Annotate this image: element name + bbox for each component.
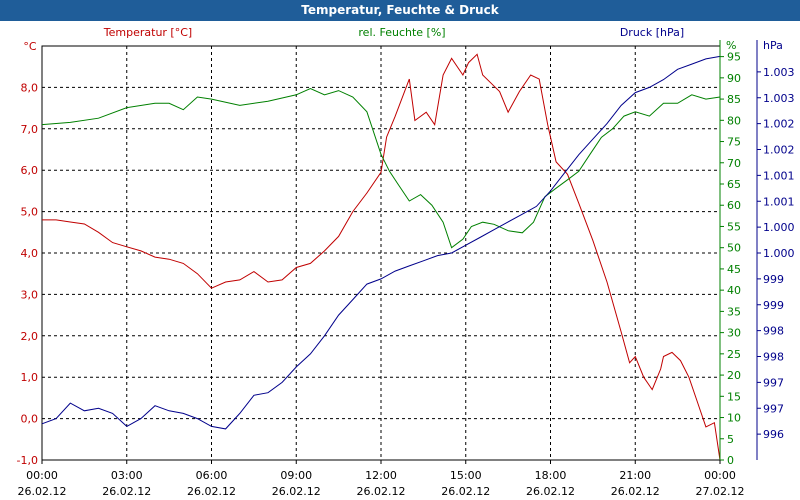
pressure-tick-label: 999 xyxy=(763,299,784,312)
humidity-tick-label: 75 xyxy=(727,136,741,149)
grid xyxy=(42,46,720,460)
pressure-tick-label: 997 xyxy=(763,402,784,415)
humidity-tick-label: 85 xyxy=(727,93,741,106)
chart-title: Temperatur, Feuchte & Druck xyxy=(0,0,800,21)
pressure-tick-label: 998 xyxy=(763,325,784,338)
time-tick-label: 18:00 xyxy=(535,469,567,482)
date-tick-label: 26.02.12 xyxy=(187,485,236,498)
temperature-tick-label: 8,0 xyxy=(21,81,39,94)
time-tick-label: 03:00 xyxy=(111,469,143,482)
humidity-series-line xyxy=(41,87,721,249)
time-tick-label: 00:00 xyxy=(704,469,736,482)
time-tick-label: 06:00 xyxy=(196,469,228,482)
humidity-tick-label: 60 xyxy=(727,199,741,212)
pressure-tick-label: 1.003 xyxy=(763,92,795,105)
date-tick-label: 26.02.12 xyxy=(357,485,406,498)
date-tick-label: 26.02.12 xyxy=(611,485,660,498)
date-tick-label: 26.02.12 xyxy=(441,485,490,498)
legend-pressure: Druck [hPa] xyxy=(620,26,684,39)
temperature-tick-label: 1,0 xyxy=(21,371,39,384)
time-tick-label: 09:00 xyxy=(280,469,312,482)
pressure-tick-label: 999 xyxy=(763,273,784,286)
pressure-tick-label: 1.002 xyxy=(763,144,795,157)
time-tick-label: 15:00 xyxy=(450,469,482,482)
humidity-tick-label: 35 xyxy=(727,305,741,318)
time-tick-label: 12:00 xyxy=(365,469,397,482)
humidity-tick-label: 55 xyxy=(727,220,741,233)
temperature-tick-label: 3,0 xyxy=(21,288,39,301)
date-tick-label: 26.02.12 xyxy=(526,485,575,498)
series-layer xyxy=(41,53,721,461)
date-tick-label: 26.02.12 xyxy=(102,485,151,498)
humidity-axis: 0 5 10 15 20 25 30 35 40 45 50 55 60 65 70 75 80 85 90 95% xyxy=(720,39,741,467)
pressure-tick-label: 1.002 xyxy=(763,118,795,131)
temperature-unit-label: °C xyxy=(23,40,37,53)
pressure-tick-label: 1.001 xyxy=(763,195,795,208)
humidity-tick-label: 5 xyxy=(727,433,734,446)
time-tick-label: 21:00 xyxy=(619,469,651,482)
humidity-tick-label: 65 xyxy=(727,178,741,191)
humidity-tick-label: 45 xyxy=(727,263,741,276)
date-tick-label: 26.02.12 xyxy=(272,485,321,498)
pressure-tick-label: 1.000 xyxy=(763,247,795,260)
temperature-tick-label: 2,0 xyxy=(21,330,39,343)
humidity-tick-label: 70 xyxy=(727,157,741,170)
legend-temperature: Temperatur [°C] xyxy=(103,26,192,39)
temperature-tick-label: 6,0 xyxy=(21,164,39,177)
humidity-tick-label: 30 xyxy=(727,327,741,340)
pressure-axis: 996 997 997 998 998 999 999 1.000 1.000 1.001 1.00… xyxy=(757,39,795,441)
humidity-tick-label: 20 xyxy=(727,369,741,382)
temperature-axis: -1,0 0,0 1,0 2,0 3,0 4,0 5,0 6,0 7,0 8,0 °C xyxy=(17,40,38,467)
time-tick-label: 00:00 xyxy=(26,469,58,482)
temperature-series-line xyxy=(42,53,721,461)
humidity-tick-label: 40 xyxy=(727,284,741,297)
temperature-tick-label: 0,0 xyxy=(21,413,39,426)
temperature-tick-label: 5,0 xyxy=(21,206,39,219)
humidity-tick-label: 25 xyxy=(727,348,741,361)
temperature-tick-label: 4,0 xyxy=(21,247,39,260)
humidity-tick-label: 0 xyxy=(727,454,734,467)
temperature-tick-label: 7,0 xyxy=(21,123,39,136)
pressure-unit-label: hPa xyxy=(763,39,783,52)
pressure-tick-label: 1.000 xyxy=(763,221,795,234)
pressure-tick-label: 1.001 xyxy=(763,169,795,182)
pressure-tick-label: 996 xyxy=(763,428,784,441)
pressure-tick-label: 1.003 xyxy=(763,66,795,79)
pressure-tick-label: 997 xyxy=(763,376,784,389)
humidity-tick-label: 10 xyxy=(727,412,741,425)
humidity-tick-label: 15 xyxy=(727,390,741,403)
legend-humidity: rel. Feuchte [%] xyxy=(358,26,445,39)
temperature-tick-label: -1,0 xyxy=(17,454,38,467)
humidity-unit-label: % xyxy=(726,39,736,52)
humidity-tick-label: 95 xyxy=(727,51,741,64)
legend: Temperatur [°C] rel. Feuchte [%] Druck [hP… xyxy=(103,26,684,39)
pressure-tick-label: 998 xyxy=(763,351,784,364)
pressure-series-line xyxy=(41,55,721,430)
humidity-tick-label: 50 xyxy=(727,242,741,255)
time-axis: 00:00 26.02.12 03:00 26.02.12 06:00 26.02.12 0… xyxy=(18,460,745,498)
humidity-tick-label: 80 xyxy=(727,114,741,127)
humidity-tick-label: 90 xyxy=(727,72,741,85)
date-tick-label: 27.02.12 xyxy=(696,485,745,498)
date-tick-label: 26.02.12 xyxy=(18,485,67,498)
